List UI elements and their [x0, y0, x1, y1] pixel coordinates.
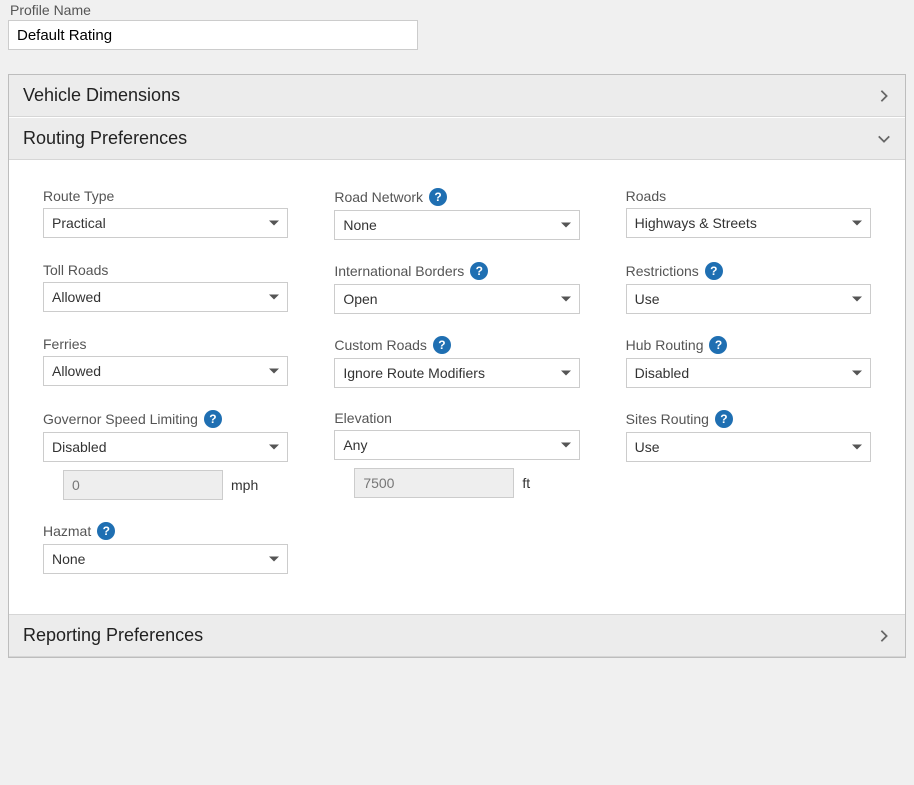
international-borders-select[interactable]: Open [334, 284, 579, 314]
help-icon[interactable]: ? [709, 336, 727, 354]
custom-roads-label: Custom Roads [334, 337, 427, 353]
chevron-right-icon [877, 89, 891, 103]
caret-down-icon [269, 369, 279, 374]
caret-down-icon [852, 371, 862, 376]
help-icon[interactable]: ? [204, 410, 222, 428]
hub-routing-select[interactable]: Disabled [626, 358, 871, 388]
caret-down-icon [269, 557, 279, 562]
custom-roads-select[interactable]: Ignore Route Modifiers [334, 358, 579, 388]
governor-speed-label: Governor Speed Limiting [43, 411, 198, 427]
help-icon[interactable]: ? [705, 262, 723, 280]
toll-roads-value: Allowed [52, 289, 101, 305]
section-title-reporting-preferences: Reporting Preferences [23, 625, 203, 646]
routing-preferences-body: Route Type Practical Road Network ? None [9, 160, 905, 614]
help-icon[interactable]: ? [715, 410, 733, 428]
caret-down-icon [269, 445, 279, 450]
help-icon[interactable]: ? [97, 522, 115, 540]
roads-select[interactable]: Highways & Streets [626, 208, 871, 238]
toll-roads-select[interactable]: Allowed [43, 282, 288, 312]
toll-roads-label: Toll Roads [43, 262, 108, 278]
caret-down-icon [852, 445, 862, 450]
sites-routing-value: Use [635, 439, 660, 455]
caret-down-icon [561, 371, 571, 376]
governor-speed-unit: mph [231, 477, 258, 493]
settings-panel: Vehicle Dimensions Routing Preferences R… [8, 74, 906, 658]
help-icon[interactable]: ? [429, 188, 447, 206]
ferries-select[interactable]: Allowed [43, 356, 288, 386]
roads-value: Highways & Streets [635, 215, 757, 231]
field-hazmat: Hazmat ? None [43, 522, 288, 574]
field-route-type: Route Type Practical [43, 188, 288, 240]
sites-routing-label: Sites Routing [626, 411, 709, 427]
caret-down-icon [561, 223, 571, 228]
caret-down-icon [561, 297, 571, 302]
hub-routing-value: Disabled [635, 365, 689, 381]
profile-name-input[interactable] [8, 20, 418, 50]
caret-down-icon [269, 221, 279, 226]
field-elevation: Elevation Any ft [334, 410, 579, 500]
international-borders-label: International Borders [334, 263, 464, 279]
field-sites-routing: Sites Routing ? Use [626, 410, 871, 500]
caret-down-icon [852, 221, 862, 226]
field-custom-roads: Custom Roads ? Ignore Route Modifiers [334, 336, 579, 388]
restrictions-select[interactable]: Use [626, 284, 871, 314]
field-hub-routing: Hub Routing ? Disabled [626, 336, 871, 388]
ferries-label: Ferries [43, 336, 87, 352]
field-governor-speed: Governor Speed Limiting ? Disabled mph [43, 410, 288, 500]
route-type-label: Route Type [43, 188, 114, 204]
custom-roads-value: Ignore Route Modifiers [343, 365, 485, 381]
section-header-routing-preferences[interactable]: Routing Preferences [9, 117, 905, 160]
chevron-right-icon [877, 629, 891, 643]
elevation-label: Elevation [334, 410, 392, 426]
restrictions-label: Restrictions [626, 263, 699, 279]
hazmat-select[interactable]: None [43, 544, 288, 574]
section-title-routing-preferences: Routing Preferences [23, 128, 187, 149]
section-header-vehicle-dimensions[interactable]: Vehicle Dimensions [9, 75, 905, 117]
governor-speed-number-input [63, 470, 223, 500]
elevation-value: Any [343, 437, 367, 453]
elevation-number-input [354, 468, 514, 498]
field-ferries: Ferries Allowed [43, 336, 288, 388]
help-icon[interactable]: ? [433, 336, 451, 354]
restrictions-value: Use [635, 291, 660, 307]
field-road-network: Road Network ? None [334, 188, 579, 240]
hazmat-value: None [52, 551, 85, 567]
section-header-reporting-preferences[interactable]: Reporting Preferences [9, 614, 905, 657]
road-network-label: Road Network [334, 189, 423, 205]
governor-speed-value: Disabled [52, 439, 106, 455]
profile-name-label: Profile Name [10, 2, 906, 18]
road-network-select[interactable]: None [334, 210, 579, 240]
caret-down-icon [852, 297, 862, 302]
roads-label: Roads [626, 188, 666, 204]
road-network-value: None [343, 217, 376, 233]
section-title-vehicle-dimensions: Vehicle Dimensions [23, 85, 180, 106]
field-international-borders: International Borders ? Open [334, 262, 579, 314]
route-type-value: Practical [52, 215, 106, 231]
hazmat-label: Hazmat [43, 523, 91, 539]
international-borders-value: Open [343, 291, 377, 307]
sites-routing-select[interactable]: Use [626, 432, 871, 462]
hub-routing-label: Hub Routing [626, 337, 704, 353]
chevron-down-icon [877, 132, 891, 146]
field-restrictions: Restrictions ? Use [626, 262, 871, 314]
elevation-select[interactable]: Any [334, 430, 579, 460]
caret-down-icon [269, 295, 279, 300]
caret-down-icon [561, 443, 571, 448]
help-icon[interactable]: ? [470, 262, 488, 280]
elevation-unit: ft [522, 475, 530, 491]
field-roads: Roads Highways & Streets [626, 188, 871, 240]
field-toll-roads: Toll Roads Allowed [43, 262, 288, 314]
route-type-select[interactable]: Practical [43, 208, 288, 238]
ferries-value: Allowed [52, 363, 101, 379]
governor-speed-select[interactable]: Disabled [43, 432, 288, 462]
